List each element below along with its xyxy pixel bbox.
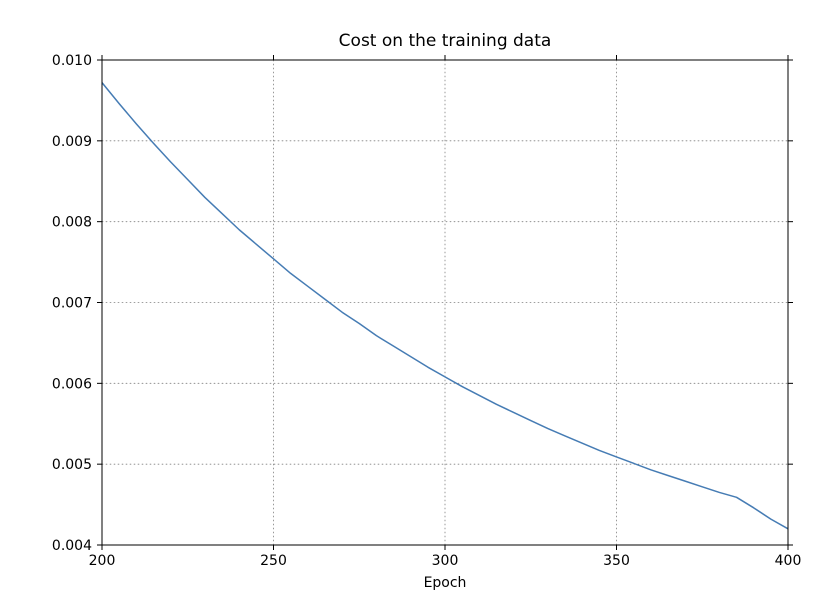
y-tick-label: 0.005 — [52, 457, 92, 473]
chart-title: Cost on the training data — [339, 31, 552, 51]
chart-background — [0, 0, 815, 615]
y-tick-label: 0.010 — [52, 53, 92, 69]
line-chart: 200 250 300 350 400 0.004 0.005 0.006 0.007 0.008… — [0, 0, 815, 615]
x-tick-label: 400 — [775, 553, 802, 569]
x-tick-label: 200 — [89, 553, 116, 569]
x-tick-label: 300 — [432, 553, 459, 569]
y-tick-label: 0.009 — [52, 134, 92, 150]
y-tick-label: 0.007 — [52, 296, 92, 312]
x-axis-label: Epoch — [424, 575, 467, 591]
x-tick-label: 350 — [603, 553, 630, 569]
chart-container: 200 250 300 350 400 0.004 0.005 0.006 0.007 0.008… — [0, 0, 815, 615]
y-tick-label: 0.008 — [52, 215, 92, 231]
x-tick-label: 250 — [260, 553, 287, 569]
y-tick-label: 0.006 — [52, 376, 92, 392]
y-tick-label: 0.004 — [52, 538, 92, 554]
